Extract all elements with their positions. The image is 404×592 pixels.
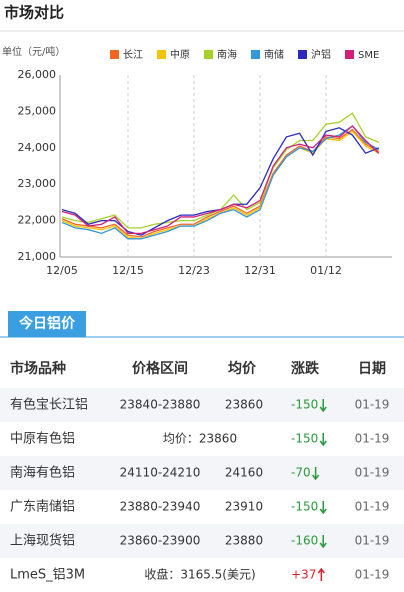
up-arrow bbox=[317, 567, 325, 581]
avg-cell: 23860 bbox=[225, 398, 263, 412]
row-bg bbox=[0, 388, 404, 422]
change-cell: -150 bbox=[291, 500, 318, 514]
market-cell: 上海现货铝 bbox=[10, 533, 75, 549]
avg-cell: 23910 bbox=[225, 500, 263, 514]
date-cell: 01-19 bbox=[355, 398, 390, 412]
avg-cell: 24160 bbox=[225, 466, 263, 480]
y-tick-label: 25,000 bbox=[18, 104, 57, 117]
legend-label: 南储 bbox=[264, 48, 284, 61]
column-header: 均价 bbox=[228, 360, 257, 377]
down-arrow bbox=[312, 467, 320, 481]
series-line bbox=[61, 130, 380, 240]
page-title: 市场对比 bbox=[4, 4, 64, 22]
date-cell: 01-19 bbox=[355, 432, 390, 446]
column-header: 价格区间 bbox=[132, 360, 188, 377]
x-tick-label: 12/31 bbox=[244, 264, 276, 277]
row-bg bbox=[0, 524, 404, 558]
y-tick-label: 21,000 bbox=[18, 250, 57, 263]
legend-label: 中原 bbox=[170, 48, 190, 61]
change-cell: -150 bbox=[291, 398, 318, 412]
column-header: 日期 bbox=[358, 361, 386, 377]
row-bg bbox=[0, 456, 404, 490]
date-cell: 01-19 bbox=[355, 568, 390, 582]
y-tick-label: 24,000 bbox=[18, 141, 57, 154]
change-cell: -150 bbox=[291, 432, 318, 446]
date-cell: 01-19 bbox=[355, 534, 390, 548]
series-line bbox=[61, 125, 380, 234]
down-arrow bbox=[319, 399, 327, 413]
change-cell: -70 bbox=[291, 466, 311, 480]
down-arrow bbox=[319, 433, 327, 447]
market-cell: 南海有色铝 bbox=[10, 465, 75, 481]
legend-swatch bbox=[110, 50, 119, 59]
range-cell: 23840-23880 bbox=[120, 398, 201, 412]
market-cell: LmeS_铝3M bbox=[10, 568, 85, 583]
date-cell: 01-19 bbox=[355, 500, 390, 514]
market-cell: 中原有色铝 bbox=[10, 431, 75, 447]
x-tick-label: 12/05 bbox=[46, 264, 78, 277]
series-line bbox=[61, 125, 380, 240]
y-axis-label: 单位（元/吨） bbox=[2, 45, 65, 58]
legend-swatch bbox=[298, 50, 307, 59]
tab-bg bbox=[8, 311, 86, 337]
legend-label: 南海 bbox=[217, 48, 237, 61]
legend-swatch bbox=[251, 50, 260, 59]
tab-title: 今日铝价 bbox=[18, 315, 76, 332]
market-cell: 有色宝长江铝 bbox=[10, 397, 88, 413]
change-cell: -160 bbox=[291, 534, 318, 548]
down-arrow bbox=[319, 535, 327, 549]
series-line bbox=[61, 127, 380, 236]
y-tick-label: 22,000 bbox=[18, 214, 57, 227]
range-cell: 23860-23900 bbox=[120, 534, 201, 548]
legend-label: 长江 bbox=[123, 49, 143, 61]
column-header: 涨跌 bbox=[291, 361, 320, 377]
summary-cell: 收盘：3165.5(美元) bbox=[144, 567, 255, 582]
range-cell: 23880-23940 bbox=[120, 500, 201, 514]
column-header: 市场品种 bbox=[10, 360, 66, 377]
y-tick-label: 23,000 bbox=[18, 177, 57, 190]
x-tick-label: 12/15 bbox=[112, 264, 144, 277]
legend-label: SME bbox=[358, 50, 379, 61]
y-tick-label: 26,000 bbox=[18, 68, 57, 81]
date-cell: 01-19 bbox=[355, 466, 390, 480]
legend-swatch bbox=[204, 50, 213, 59]
legend-label: 沪铝 bbox=[311, 48, 331, 61]
avg-cell: 23880 bbox=[225, 534, 263, 548]
legend-swatch bbox=[157, 50, 166, 59]
range-cell: 24110-24210 bbox=[120, 466, 201, 480]
x-tick-label: 12/23 bbox=[178, 264, 210, 277]
legend-swatch bbox=[345, 50, 354, 59]
change-cell: +37 bbox=[291, 568, 316, 582]
summary-cell: 均价：23860 bbox=[163, 432, 237, 446]
down-arrow bbox=[319, 501, 327, 515]
x-tick-label: 01/12 bbox=[310, 264, 342, 277]
market-cell: 广东南储铝 bbox=[10, 499, 75, 515]
series-line bbox=[61, 128, 380, 238]
